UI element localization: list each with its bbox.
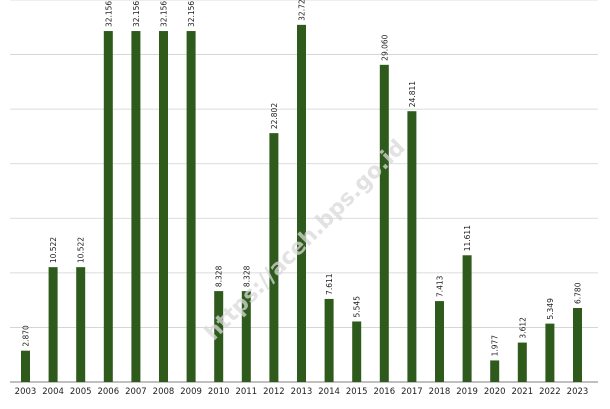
x-tick-label-2006: 2006 — [97, 387, 119, 397]
data-label-2019: 11.611 — [463, 225, 472, 251]
bar-2019 — [462, 255, 472, 382]
x-tick-label-2003: 2003 — [15, 387, 37, 397]
x-tick-label-2021: 2021 — [511, 387, 533, 397]
x-tick-label-2009: 2009 — [180, 387, 202, 397]
x-tick-label-2012: 2012 — [263, 387, 285, 397]
x-tick-label-2017: 2017 — [401, 387, 423, 397]
bar-2014 — [324, 298, 334, 382]
data-label-2005: 10.522 — [77, 237, 86, 263]
bar-2006 — [103, 31, 113, 383]
tick-layer: 2003 2004 2005 2006 2007 2008 2009 2010 2011 2012… — [15, 387, 589, 397]
data-label-2010: 8.328 — [215, 265, 224, 287]
bar-2020 — [490, 360, 500, 382]
bar-2011 — [241, 291, 251, 382]
data-label-2023: 6.780 — [574, 282, 583, 304]
data-label-2012: 22.802 — [270, 103, 279, 129]
x-tick-label-2007: 2007 — [125, 387, 147, 397]
bar-2021 — [517, 342, 527, 382]
x-tick-label-2011: 2011 — [235, 387, 257, 397]
x-tick-label-2016: 2016 — [373, 387, 395, 397]
x-tick-label-2020: 2020 — [484, 387, 506, 397]
data-label-2004: 10.522 — [49, 237, 58, 263]
bar-2013 — [297, 24, 306, 382]
data-label-2008: 32.156 — [160, 1, 169, 27]
data-label-2017: 24.811 — [408, 81, 417, 107]
data-label-2021: 3.612 — [518, 317, 527, 339]
bar-2017 — [407, 111, 417, 382]
data-label-2006: 32.156 — [104, 1, 113, 27]
data-label-2003: 2.870 — [22, 325, 31, 347]
data-label-2013: 32.723 — [298, 0, 307, 21]
data-label-2007: 32.156 — [132, 1, 141, 27]
data-label-2011: 8.328 — [242, 265, 251, 287]
bar-2023 — [573, 308, 582, 382]
x-tick-label-2013: 2013 — [291, 387, 313, 397]
x-tick-label-2015: 2015 — [346, 387, 368, 397]
bar-2005 — [76, 267, 86, 382]
x-tick-label-2019: 2019 — [456, 387, 478, 397]
bar-2007 — [131, 31, 141, 383]
bar-2010 — [214, 291, 224, 382]
x-tick-label-2005: 2005 — [70, 387, 92, 397]
bar-2003 — [21, 350, 30, 382]
bar-2004 — [48, 267, 58, 382]
bar-2018 — [435, 301, 444, 382]
data-label-2016: 29.060 — [380, 34, 389, 60]
x-tick-label-2008: 2008 — [153, 387, 175, 397]
data-label-2009: 32.156 — [187, 1, 196, 27]
bar-2009 — [186, 31, 196, 383]
label-layer: 2.870 10.522 10.522 32.156 32.156 32.156 32.15… — [22, 0, 583, 356]
data-label-2020: 1.977 — [491, 335, 500, 357]
data-label-2018: 7.413 — [436, 275, 445, 297]
x-tick-label-2022: 2022 — [539, 387, 561, 397]
x-tick-label-2004: 2004 — [42, 387, 64, 397]
x-tick-label-2018: 2018 — [429, 387, 451, 397]
x-tick-label-2014: 2014 — [318, 387, 340, 397]
bar-2012 — [269, 133, 279, 382]
data-label-2014: 7.611 — [325, 273, 334, 295]
bar-2015 — [352, 321, 362, 382]
data-label-2015: 5.545 — [353, 296, 362, 318]
bar-layer — [21, 24, 582, 383]
bar-2022 — [545, 323, 555, 382]
bar-2016 — [379, 64, 389, 382]
x-tick-label-2010: 2010 — [208, 387, 230, 397]
x-tick-label-2023: 2023 — [567, 387, 589, 397]
bar-2008 — [159, 31, 168, 383]
data-label-2022: 5.349 — [546, 298, 555, 320]
